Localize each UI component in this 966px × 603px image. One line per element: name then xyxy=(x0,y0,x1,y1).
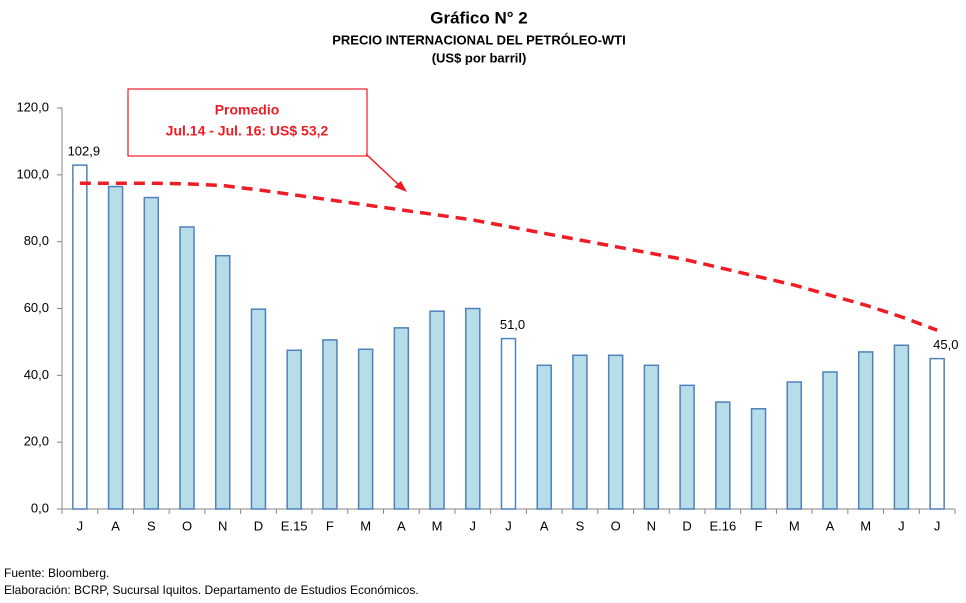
x-tick-label: N xyxy=(647,518,656,533)
x-tick-label: D xyxy=(682,518,691,533)
x-tick-label: F xyxy=(755,518,763,533)
bar xyxy=(500,337,517,510)
bar xyxy=(822,371,838,510)
bar xyxy=(107,185,124,510)
bar xyxy=(893,344,910,510)
x-tick-label: J xyxy=(505,518,512,533)
bar xyxy=(786,381,803,510)
data-label: 102,9 xyxy=(68,144,101,159)
bar xyxy=(572,354,588,510)
x-tick-label: M xyxy=(789,518,800,533)
bar xyxy=(465,307,481,510)
x-tick-label: F xyxy=(326,518,334,533)
chart-subtitle: PRECIO INTERNACIONAL DEL PETRÓLEO-WTI xyxy=(332,32,625,47)
bar xyxy=(607,354,624,510)
bar xyxy=(357,348,374,510)
x-tick-label: A xyxy=(826,518,835,533)
footer-credit: Elaboración: BCRP, Sucursal Iquitos. Dep… xyxy=(4,583,419,597)
data-label: 51,0 xyxy=(500,317,525,332)
x-tick-label: N xyxy=(218,518,227,533)
trend-line xyxy=(79,181,938,332)
annotation-title: Promedio xyxy=(215,102,280,118)
bar xyxy=(143,196,160,510)
x-tick-label: M xyxy=(360,518,371,533)
arrow-head xyxy=(394,181,407,192)
x-tick-label: O xyxy=(182,518,192,533)
x-tick-label: A xyxy=(111,518,120,533)
bar xyxy=(750,408,767,510)
x-tick-label: A xyxy=(397,518,406,533)
bar xyxy=(643,364,660,510)
bar xyxy=(857,351,874,510)
x-tick-label: J xyxy=(470,518,477,533)
annotation-arrow xyxy=(365,153,401,187)
x-tick-label: M xyxy=(432,518,443,533)
x-tick-label: J xyxy=(898,518,905,533)
x-tick-label: E.15 xyxy=(281,518,308,533)
y-tick-label: 100,0 xyxy=(16,166,49,181)
chart-title: Gráfico N° 2 xyxy=(430,8,528,27)
y-tick-label: 80,0 xyxy=(24,233,49,248)
bar xyxy=(250,308,267,510)
x-tick-label: D xyxy=(254,518,263,533)
x-tick-label: S xyxy=(576,518,585,533)
bar xyxy=(214,254,231,510)
unit-label: (US$ por barril) xyxy=(432,50,527,65)
annotation-text: Jul.14 - Jul. 16: US$ 53,2 xyxy=(166,123,329,139)
x-tick-label: S xyxy=(147,518,156,533)
x-tick-label: E.16 xyxy=(709,518,736,533)
x-tick-label: J xyxy=(77,518,84,533)
bar xyxy=(286,349,302,510)
y-tick-label: 0,0 xyxy=(31,500,49,515)
y-tick-label: 20,0 xyxy=(24,434,49,449)
x-tick-label: A xyxy=(540,518,549,533)
y-tick-label: 120,0 xyxy=(16,99,49,114)
y-tick-label: 60,0 xyxy=(24,300,49,315)
x-tick-label: M xyxy=(860,518,871,533)
bar xyxy=(179,226,195,510)
x-tick-label: J xyxy=(934,518,941,533)
x-tick-label: O xyxy=(611,518,621,533)
bar xyxy=(715,401,731,510)
y-tick-label: 40,0 xyxy=(24,367,49,382)
bar xyxy=(72,164,88,510)
bar xyxy=(679,384,695,510)
bar xyxy=(393,327,410,510)
bar xyxy=(322,339,338,510)
data-label: 45,0 xyxy=(933,337,958,352)
bar xyxy=(536,364,552,510)
bar xyxy=(429,310,445,510)
bar xyxy=(929,357,945,510)
annotation-box xyxy=(127,88,368,157)
footer-source: Fuente: Bloomberg. xyxy=(4,566,109,580)
